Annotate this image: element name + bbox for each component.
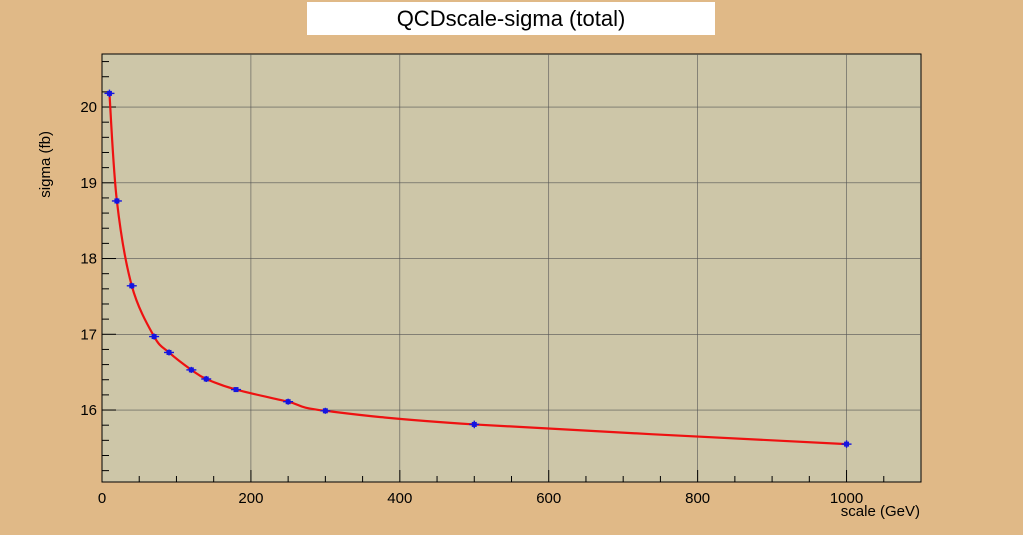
data-point [320,407,331,414]
data-point [469,420,480,429]
data-point [231,387,242,393]
y-tick-label: 19 [80,175,97,192]
data-point [111,197,122,204]
data-points [104,89,852,448]
marker [844,441,850,447]
grid [102,54,921,482]
marker [129,283,135,289]
data-point [201,375,212,383]
marker [151,334,157,340]
marker [203,376,209,382]
chart-title: QCDscale-sigma (total) [307,2,715,35]
x-tick-label: 400 [387,490,412,507]
y-tick-label: 16 [80,402,97,419]
marker [471,421,477,427]
marker [166,349,172,355]
axes: 0 200 400 600 800 1000 16 17 18 19 20 [80,61,922,507]
data-point [186,366,197,373]
x-tick-label: 600 [536,490,561,507]
x-axis-title: scale (GeV) [841,503,920,520]
data-point [149,333,160,340]
plot-area [101,53,922,483]
marker [114,198,120,204]
y-axis-title: sigma (fb) [37,131,54,198]
marker [285,399,291,405]
x-tick-label: 800 [685,490,710,507]
x-tick-label: 0 [98,490,106,507]
x-tick-label: 1000 [830,490,863,507]
x-tick-label: 200 [238,490,263,507]
data-point [104,89,115,98]
y-tick-label: 18 [80,251,97,268]
marker [322,408,328,414]
data-point [283,398,294,405]
y-tick-label: 17 [80,326,97,343]
data-point [164,349,175,356]
marker [106,90,112,96]
marker [188,367,194,373]
y-tick-label: 20 [80,99,97,116]
marker [233,387,239,393]
data-point [126,282,137,289]
data-point [841,440,852,448]
